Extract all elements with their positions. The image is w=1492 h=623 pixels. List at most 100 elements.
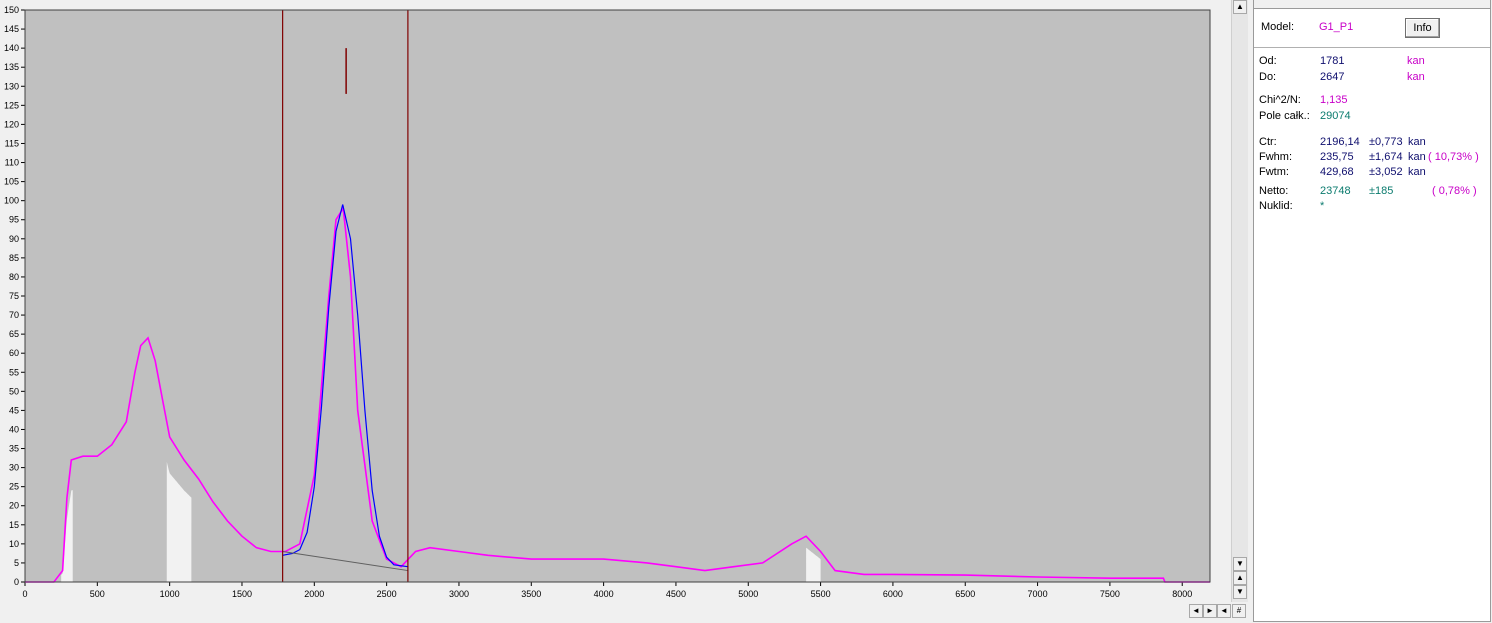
fwhm-value: 235,75 <box>1320 151 1354 163</box>
nuklid-value: * <box>1320 200 1325 212</box>
chi-label: Chi^2/N: <box>1259 94 1301 106</box>
fwtm-unit: kan <box>1408 166 1426 178</box>
fwhm-unit: kan <box>1408 151 1426 163</box>
x-tick-label: 7500 <box>1100 589 1120 599</box>
spectrum-series <box>25 205 1210 583</box>
y-tick-label: 15 <box>9 520 19 530</box>
x-tick-label: 7000 <box>1028 589 1048 599</box>
fill-region <box>806 547 821 582</box>
header-separator <box>1254 47 1490 48</box>
y-tick-label: 135 <box>4 62 19 72</box>
y-tick-label: 110 <box>5 158 19 168</box>
x-tick-label: 1500 <box>232 589 252 599</box>
fwtm-label: Fwtm: <box>1259 166 1289 178</box>
y-tick-label: 80 <box>9 272 19 282</box>
corner-button[interactable]: # <box>1232 604 1246 618</box>
od-value: 1781 <box>1320 55 1345 67</box>
nuklid-label: Nuklid: <box>1259 200 1293 212</box>
zoom-up-button[interactable]: ▲ <box>1233 571 1247 585</box>
fit-results-panel: Model: G1_P1 Info Od: 1781 kan Do: 2647 … <box>1253 0 1491 622</box>
x-tick-label: 6000 <box>883 589 903 599</box>
vertical-scrollbar[interactable]: ▲ ▼ ▲ ▼ <box>1231 0 1248 602</box>
x-tick-label: 2000 <box>304 589 324 599</box>
y-tick-label: 40 <box>9 424 19 434</box>
model-label: Model: <box>1261 21 1295 33</box>
do-value: 2647 <box>1320 71 1345 83</box>
x-tick-label: 8000 <box>1172 589 1192 599</box>
y-tick-label: 25 <box>9 482 19 492</box>
y-tick-label: 50 <box>9 386 19 396</box>
fit-baseline <box>282 550 408 572</box>
x-tick-label: 4500 <box>666 589 686 599</box>
y-tick-label: 125 <box>4 100 19 110</box>
netto-error: ±185 <box>1369 185 1394 197</box>
y-tick-label: 105 <box>4 177 19 187</box>
y-tick-label: 45 <box>9 405 19 415</box>
panel-top-strip <box>1254 0 1490 9</box>
fill-region <box>166 461 192 582</box>
fwhm-percent: ( 10,73% ) <box>1428 151 1479 163</box>
roi-markers[interactable] <box>282 10 409 582</box>
od-label: Od: <box>1259 55 1277 67</box>
zoom-left-button[interactable]: ◄ <box>1217 604 1231 618</box>
fit-curve-series <box>282 204 408 568</box>
x-tick-label: 3000 <box>449 589 469 599</box>
do-unit: kan <box>1407 71 1425 83</box>
x-tick-label: 2500 <box>377 589 397 599</box>
y-tick-label: 90 <box>9 234 19 244</box>
x-tick-label: 500 <box>90 589 105 599</box>
series-layer <box>25 204 1210 583</box>
y-tick-label: 35 <box>9 444 19 454</box>
y-tick-label: 115 <box>5 138 19 148</box>
y-tick-label: 60 <box>9 348 19 358</box>
model-value: G1_P1 <box>1319 21 1354 33</box>
pole-label: Pole całk.: <box>1259 110 1310 122</box>
x-tick-label: 4000 <box>594 589 614 599</box>
netto-percent: ( 0,78% ) <box>1432 185 1477 197</box>
fwhm-error: ±1,674 <box>1369 151 1403 163</box>
y-tick-label: 100 <box>4 196 19 206</box>
ctr-label: Ctr: <box>1259 136 1277 148</box>
od-unit: kan <box>1407 55 1425 67</box>
white-fill-regions <box>61 461 821 582</box>
y-axis: 0 5 10 15 20 25 30 35 40 45 50 55 60 65 70 75 80 85 90 95 10… <box>4 5 25 587</box>
x-tick-label: 0 <box>22 589 27 599</box>
y-tick-label: 10 <box>9 539 19 549</box>
y-tick-label: 65 <box>9 329 19 339</box>
y-tick-label: 20 <box>9 501 19 511</box>
fwtm-value: 429,68 <box>1320 166 1354 178</box>
zoom-down-button[interactable]: ▼ <box>1233 585 1247 599</box>
y-tick-label: 95 <box>9 215 19 225</box>
ctr-error: ±0,773 <box>1369 136 1403 148</box>
scroll-left-button[interactable]: ◄ <box>1189 604 1203 618</box>
fwhm-label: Fwhm: <box>1259 151 1292 163</box>
ctr-unit: kan <box>1408 136 1426 148</box>
y-tick-label: 5 <box>14 558 19 568</box>
x-tick-label: 1000 <box>160 589 180 599</box>
plot-area <box>25 10 1210 582</box>
netto-label: Netto: <box>1259 185 1289 197</box>
y-tick-label: 140 <box>4 43 19 53</box>
x-tick-label: 6500 <box>955 589 975 599</box>
y-tick-label: 150 <box>4 5 19 15</box>
y-tick-label: 30 <box>9 463 19 473</box>
plot-frame <box>24 9 1211 583</box>
y-tick-label: 75 <box>9 291 19 301</box>
y-tick-label: 85 <box>9 253 19 263</box>
scroll-up-button[interactable]: ▲ <box>1233 0 1247 14</box>
y-tick-label: 70 <box>9 310 19 320</box>
pole-value: 29074 <box>1320 110 1351 122</box>
scroll-right-button[interactable]: ► <box>1203 604 1217 618</box>
spectrum-chart[interactable]: 0 5 10 15 20 25 30 35 40 45 50 55 60 65 70 75 80 85 90 95 10… <box>0 0 1232 623</box>
horizontal-scroll-controls[interactable]: ◄ ► ◄ # <box>1189 603 1247 620</box>
netto-value: 23748 <box>1320 185 1351 197</box>
chi-value: 1,135 <box>1320 94 1348 106</box>
y-tick-label: 145 <box>4 24 19 34</box>
y-tick-label: 0 <box>14 577 19 587</box>
x-tick-label: 5000 <box>738 589 758 599</box>
scroll-down-button[interactable]: ▼ <box>1233 557 1247 571</box>
info-button[interactable]: Info <box>1405 18 1440 38</box>
y-tick-label: 130 <box>4 81 19 91</box>
y-tick-label: 55 <box>9 367 19 377</box>
ctr-value: 2196,14 <box>1320 136 1360 148</box>
